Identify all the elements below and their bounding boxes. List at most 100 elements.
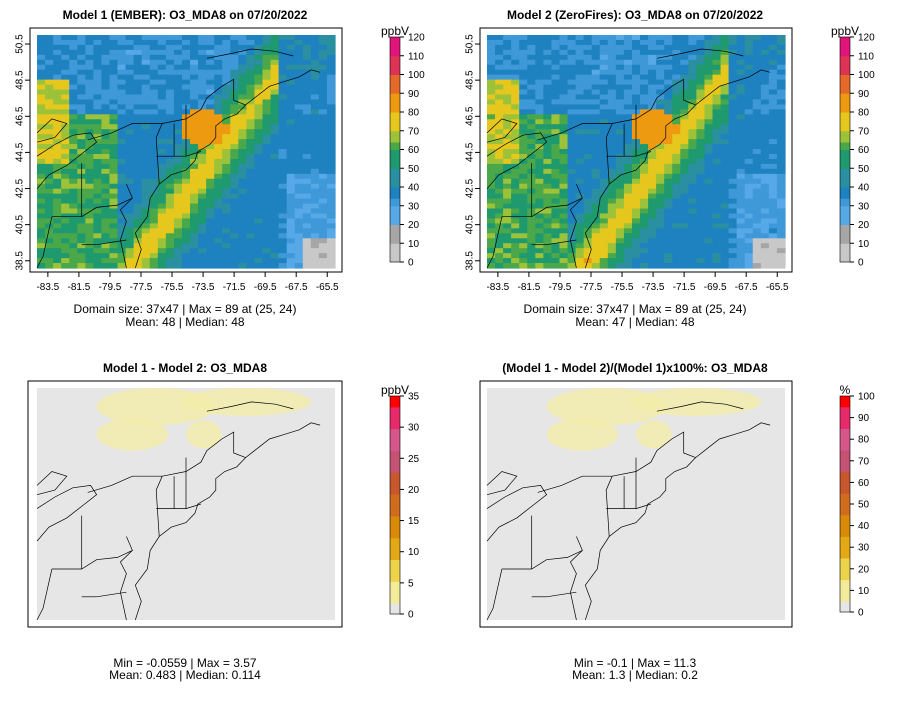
panel-1-cbar-label: 90 [408,89,420,100]
panel-4-cbar-label: 70 [858,456,870,467]
panel-1-cbar-label: 110 [408,51,424,62]
panel-2-cbar-unit: ppbV [831,24,859,38]
panel-1-cbar-label: 70 [408,126,420,137]
panel-1-xtick-label: -69.5 [254,282,277,293]
panel-1-xtick-label: -75.5 [161,282,184,293]
panel-4-cbar-label: 50 [858,500,870,511]
panel-1-xtick-label: -83.5 [36,282,59,293]
panel-1-ytick-label: 48.5 [15,70,26,90]
panel-1-stats-line1: Domain size: 37x47 | Max = 89 at (25, 24… [73,302,297,316]
panel-2-xtick-label: -75.5 [611,282,634,293]
panel-1-ytick-label: 46.5 [15,106,26,126]
panel-4-cbar-label: 100 [858,392,875,403]
panel-1-cbar-label: 40 [408,183,420,194]
panel-3-frame [27,380,343,628]
panel-2-cbar-label: 50 [858,164,870,175]
panel-1-ytick-label: 44.5 [15,142,26,162]
panel-4-frame [479,380,793,628]
panel-1-ytick-label: 50.5 [15,34,26,54]
panel-2-ytick-label: 44.5 [465,142,476,162]
panel-1-frame [29,27,343,273]
panel-1-colorbar [389,36,401,263]
panel-2-cbar-label: 110 [858,51,874,62]
panel-4-cbar-label: 0 [858,608,864,619]
panel-2-stats-line1: Domain size: 37x47 | Max = 89 at (25, 24… [523,302,747,316]
panel-1-cbar-unit: ppbV [381,24,409,38]
panel-3-cbar-label: 20 [408,485,420,496]
panel-2-ytick-label: 50.5 [465,34,476,54]
panel-2-cbar-label: 0 [858,258,864,269]
panel-2-xtick-label: -73.5 [642,282,665,293]
panel-4-cbar-label: 90 [858,413,870,424]
panel-2-xtick-label: -83.5 [486,282,509,293]
panel-1-ytick-label: 42.5 [15,178,26,198]
panel-4-colorbar [839,395,851,613]
panel-1-xtick-label: -71.5 [223,282,246,293]
panel-2-xtick-label: -67.5 [735,282,758,293]
panel-4-stats-line2: Mean: 1.3 | Median: 0.2 [572,668,698,682]
panel-2-xtick-label: -81.5 [518,282,541,293]
panel-1-title: Model 1 (EMBER): O3_MDA8 on 07/20/2022 [62,8,308,22]
panel-1-xtick-label: -77.5 [130,282,153,293]
panel-2-stats-line2: Mean: 47 | Median: 48 [575,315,695,329]
panel-2-cbar-label: 30 [858,201,870,212]
panel-2-xtick-label: -79.5 [549,282,572,293]
panel-1-cbar-label: 100 [408,70,425,81]
panel-1-ytick-label: 38.5 [15,251,26,271]
panel-2-xtick-label: -65.5 [766,282,789,293]
panel-1-cbar-label: 30 [408,201,420,212]
panel-2-cbar-label: 20 [858,220,870,231]
panel-2-cbar-label: 100 [858,70,875,81]
panel-2-map [486,48,771,269]
panel-2-ytick-label: 48.5 [465,70,476,90]
panel-3-cbar-label: 5 [408,578,414,589]
panel-2-cbar-label: 120 [858,33,875,44]
panel-3-cbar-label: 0 [408,610,414,621]
panel-4-stats-line1: Min = -0.1 | Max = 11.3 [573,656,697,670]
panel-1-cbar-label: 20 [408,220,420,231]
panel-1-xtick-label: -73.5 [192,282,215,293]
panel-1-cbar-label: 120 [408,33,425,44]
panel-2-frame [479,27,793,273]
panel-4-cbar-label: 80 [858,435,870,446]
panel-4-map [486,401,771,621]
panel-4-cbar-label: 40 [858,521,870,532]
panel-2-ytick-label: 46.5 [465,106,476,126]
panel-1-cbar-label: 50 [408,164,420,175]
panel-2-field [487,35,786,269]
panel-3-stats-line2: Mean: 0.483 | Median: 0.114 [109,668,261,682]
panel-1-ytick-label: 40.5 [15,214,26,234]
panel-1-cbar-label: 0 [408,258,414,269]
panel-4-cbar-label: 30 [858,543,870,554]
panel-2-cbar-label: 10 [858,239,870,250]
panel-1-field [37,35,336,269]
panel-3-cbar-label: 25 [408,454,420,465]
panel-3-cbar-label: 30 [408,423,420,434]
panel-4-cbar-label: 60 [858,478,870,489]
panel-2-title: Model 2 (ZeroFires): O3_MDA8 on 07/20/20… [506,8,764,22]
panel-3-cbar-label: 15 [408,516,420,527]
panel-3-cbar-label: 35 [408,392,420,403]
panel-2-cbar-label: 80 [858,108,870,119]
panel-1-xtick-label: -81.5 [68,282,91,293]
panel-3-map [36,401,321,621]
panel-2-ytick-label: 42.5 [465,178,476,198]
panel-4-title: (Model 1 - Model 2)/(Model 1)x100%: O3_M… [502,361,768,375]
panel-2-ytick-label: 40.5 [465,214,476,234]
panel-3-title: Model 1 - Model 2: O3_MDA8 [102,361,268,375]
panel-2-cbar-label: 40 [858,183,870,194]
panel-1-xtick-label: -79.5 [99,282,122,293]
panel-2-colorbar [839,36,851,263]
panel-2-cbar-label: 70 [858,126,870,137]
panel-2-xtick-label: -71.5 [673,282,696,293]
panel-1-xtick-label: -65.5 [316,282,339,293]
panel-1-cbar-label: 10 [408,239,420,250]
panel-4-cbar-label: 10 [858,586,870,597]
panel-4-cbar-label: 20 [858,564,870,575]
panel-1-stats-line2: Mean: 48 | Median: 48 [125,315,245,329]
panel-1-cbar-label: 60 [408,145,420,156]
panel-2-ytick-label: 38.5 [465,251,476,271]
panel-4-cbar-unit: % [840,383,851,397]
